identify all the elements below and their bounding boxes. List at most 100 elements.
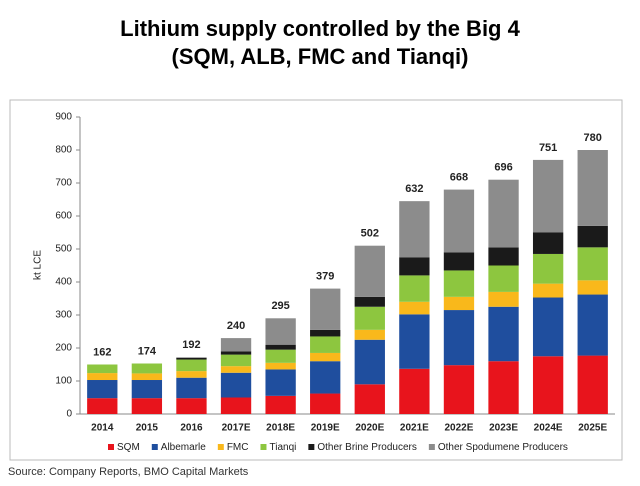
bar-segment — [131, 363, 163, 374]
bar-segment — [176, 398, 207, 414]
legend-swatch — [151, 444, 158, 450]
bar-segment — [131, 373, 163, 381]
bar-segment — [488, 291, 519, 307]
bar-segment — [265, 395, 296, 414]
bar-segment — [488, 265, 519, 292]
bar-segment — [577, 225, 608, 248]
chart-frame — [9, 99, 623, 461]
chart-title: Lithium supply controlled by the Big 4 — [120, 16, 520, 41]
bar-segment — [532, 253, 564, 284]
bar-segment — [532, 297, 564, 357]
y-tick-label: 900 — [55, 112, 72, 123]
x-tick-label: 2025E — [578, 423, 607, 434]
bar-segment — [399, 314, 430, 369]
y-tick-label: 400 — [55, 277, 72, 288]
bar-segment — [176, 357, 207, 360]
chart-title: (SQM, ALB, FMC and Tianqi) — [172, 44, 469, 69]
bar-segment — [532, 232, 564, 254]
bar-segment — [443, 189, 475, 253]
x-tick-label: 2024E — [534, 423, 563, 434]
legend-swatch — [260, 444, 267, 450]
x-tick-label: 2019E — [311, 423, 340, 434]
bar-segment — [532, 159, 564, 233]
legend-label: SQM — [117, 442, 140, 453]
bar-segment — [577, 294, 608, 356]
legend-swatch — [308, 444, 315, 450]
y-axis-label: kt LCE — [33, 250, 44, 280]
bar-segment — [87, 380, 118, 399]
bar-segment — [577, 150, 608, 226]
y-tick-label: 200 — [55, 343, 72, 354]
legend-label: Tianqi — [269, 442, 296, 453]
x-tick-label: 2020E — [355, 423, 384, 434]
total-label: 780 — [584, 132, 602, 144]
x-tick-label: 2016 — [180, 423, 203, 434]
bar-segment — [220, 354, 252, 367]
bar-segment — [488, 247, 519, 266]
bar-segment — [354, 329, 385, 340]
bar-segment — [265, 349, 296, 363]
bar-segment — [220, 338, 252, 352]
bar-segment — [399, 301, 430, 315]
bar-segment — [176, 371, 207, 378]
x-tick-label: 2021E — [400, 423, 429, 434]
total-label: 240 — [227, 320, 245, 332]
bar-segment — [577, 247, 608, 281]
bar-segment — [443, 296, 475, 311]
bar-segment — [310, 336, 341, 353]
total-label: 174 — [138, 345, 157, 357]
source: Source: Company Reports, BMO Capital Mar… — [8, 466, 249, 478]
total-label: 668 — [450, 172, 468, 184]
bar-segment — [488, 179, 519, 248]
x-tick-label: 2023E — [489, 423, 518, 434]
y-tick-label: 500 — [55, 244, 72, 255]
bar-segment — [265, 344, 296, 350]
total-label: 632 — [405, 183, 423, 195]
bar-segment — [399, 368, 430, 414]
x-tick-label: 2015 — [136, 423, 159, 434]
total-label: 502 — [361, 228, 379, 240]
bar-segment — [399, 257, 430, 276]
bar-segment — [176, 359, 207, 372]
bar-segment — [310, 288, 341, 330]
bar-segment — [577, 355, 608, 414]
bar-segment — [310, 393, 341, 414]
total-label: 751 — [539, 142, 557, 154]
y-tick-label: 600 — [55, 211, 72, 222]
bar-segment — [532, 356, 564, 414]
bar-segment — [310, 329, 341, 337]
bar-segment — [443, 270, 475, 297]
bar-segment — [399, 201, 430, 258]
bar-segment — [176, 377, 207, 399]
x-tick-label: 2022E — [444, 423, 473, 434]
bar-segment — [131, 398, 163, 414]
y-tick-label: 0 — [66, 409, 72, 420]
bar-segment — [488, 361, 519, 414]
bar-segment — [354, 245, 385, 297]
bar-segment — [131, 380, 163, 399]
bar-segment — [443, 310, 475, 366]
bar-segment — [443, 365, 475, 414]
bar-segment — [399, 275, 430, 302]
y-tick-label: 800 — [55, 145, 72, 156]
total-label: 192 — [182, 339, 200, 351]
x-tick-label: 2014 — [91, 423, 114, 434]
total-label: 162 — [93, 346, 111, 358]
bar-segment — [87, 373, 118, 381]
x-tick-label: 2018E — [266, 423, 295, 434]
bar-segment — [443, 252, 475, 271]
bar-segment — [354, 339, 385, 385]
bar-segment — [220, 351, 252, 355]
bar-segment — [265, 362, 296, 370]
y-tick-label: 300 — [55, 310, 72, 321]
bar-segment — [310, 352, 341, 362]
bar-segment — [87, 364, 118, 374]
bar-segment — [488, 306, 519, 362]
legend-label: Other Brine Producers — [317, 442, 417, 453]
bar-segment — [354, 296, 385, 307]
bar-segment — [577, 280, 608, 295]
legend-swatch — [428, 444, 435, 450]
bar-segment — [354, 384, 385, 414]
y-tick-label: 100 — [55, 376, 72, 387]
